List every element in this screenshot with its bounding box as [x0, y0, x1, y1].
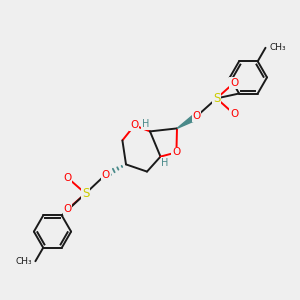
- Text: S: S: [82, 187, 89, 200]
- Polygon shape: [177, 114, 198, 128]
- Text: O: O: [101, 169, 110, 180]
- Text: CH₃: CH₃: [15, 257, 32, 266]
- Text: O: O: [230, 78, 238, 88]
- Text: O: O: [230, 109, 238, 119]
- Text: O: O: [63, 173, 72, 183]
- Text: O: O: [130, 120, 139, 130]
- Text: H: H: [161, 158, 169, 168]
- Text: CH₃: CH₃: [269, 43, 286, 52]
- Text: O: O: [172, 147, 181, 158]
- Text: O: O: [192, 111, 201, 122]
- Text: S: S: [213, 92, 220, 105]
- Text: O: O: [63, 204, 72, 214]
- Text: H: H: [142, 119, 149, 129]
